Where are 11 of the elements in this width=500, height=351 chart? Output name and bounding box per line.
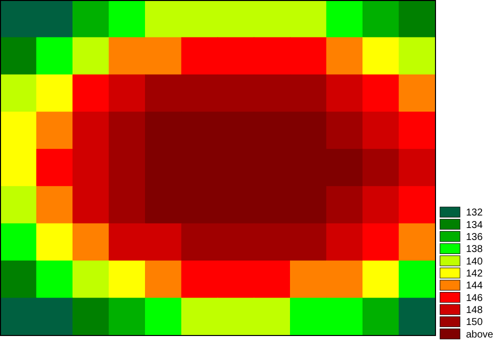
color-bar-label: 144 [466, 280, 484, 292]
color-bar-label: above [466, 329, 494, 340]
color-bar-label: 146 [466, 292, 484, 304]
color-bar-label: 148 [466, 305, 484, 316]
color-bar-label: 132 [466, 208, 484, 219]
color-bar-label: 140 [466, 256, 484, 268]
color-bar-label: 142 [466, 268, 484, 280]
color-bar-label: 150 [466, 317, 484, 328]
color-bar-label: 136 [466, 232, 484, 243]
color-bar-label: 138 [466, 244, 484, 256]
color-bar-label: 134 [466, 220, 484, 231]
